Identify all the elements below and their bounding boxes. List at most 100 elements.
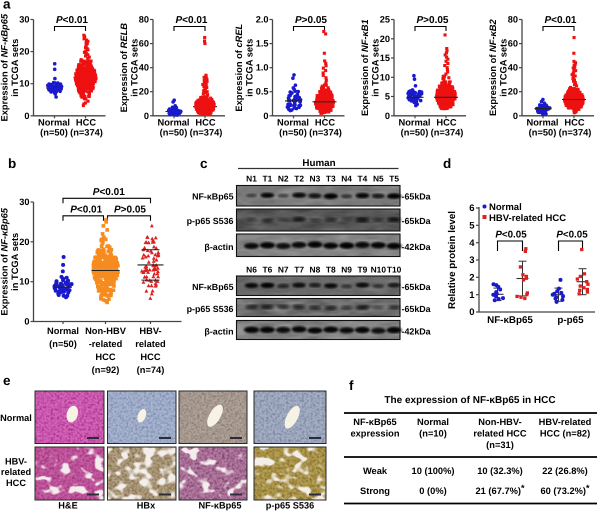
svg-text:(n=10): (n=10): [419, 429, 447, 439]
svg-text:Relative protein level: Relative protein level: [447, 211, 458, 309]
svg-text:22 (26.8%): 22 (26.8%): [542, 466, 587, 476]
svg-text:60: 60: [139, 39, 149, 49]
svg-text:(n=374): (n=374): [309, 127, 342, 137]
svg-text:Weak: Weak: [363, 466, 388, 476]
svg-text:in TCGA sets: in TCGA sets: [245, 39, 255, 97]
svg-text:T8: T8: [326, 265, 336, 275]
svg-text:4: 4: [469, 238, 475, 249]
svg-text:HCC: HCC: [95, 352, 115, 362]
svg-text:-65kDa: -65kDa: [402, 192, 431, 202]
svg-text:HBV-: HBV-: [139, 326, 161, 336]
svg-text:HCC: HCC: [564, 117, 584, 127]
svg-text:related: related: [1, 467, 31, 477]
svg-text:T1: T1: [263, 174, 273, 184]
svg-text:Normal: Normal: [277, 117, 309, 127]
svg-text:P>0.05: P>0.05: [417, 15, 449, 26]
svg-text:NF-κBp65: NF-κBp65: [487, 315, 533, 326]
svg-text:Expression of NF-κBp65: Expression of NF-κBp65: [0, 13, 10, 121]
svg-text:60 (73.2%)*: 60 (73.2%)*: [541, 483, 590, 496]
svg-text:(n=50): (n=50): [40, 127, 68, 137]
svg-text:80: 80: [508, 15, 518, 25]
svg-text:Non-HBV: Non-HBV: [85, 326, 127, 336]
svg-text:-65kDa: -65kDa: [402, 216, 431, 226]
svg-text:1: 1: [469, 290, 475, 301]
svg-text:Expression of cREL: Expression of cREL: [234, 23, 244, 111]
svg-text:5: 5: [469, 221, 475, 232]
svg-text:-65kDa: -65kDa: [402, 282, 431, 292]
svg-text:-42kDa: -42kDa: [402, 242, 431, 252]
svg-text:Normal: Normal: [489, 202, 522, 213]
svg-text:Normal: Normal: [398, 117, 430, 127]
svg-text:Non-HBV-: Non-HBV-: [478, 417, 521, 427]
svg-text:N3: N3: [310, 174, 321, 184]
svg-text:0: 0: [469, 307, 474, 318]
svg-text:0: 0: [24, 111, 29, 121]
svg-text:P<0.01: P<0.01: [70, 204, 102, 215]
svg-text:T10: T10: [387, 265, 402, 275]
svg-text:P<0.01: P<0.01: [545, 15, 577, 26]
svg-text:(n=50): (n=50): [401, 127, 429, 137]
svg-text:HBV-related HCC: HBV-related HCC: [489, 213, 566, 224]
svg-text:Expression of NF-κB1: Expression of NF-κB1: [360, 19, 370, 116]
svg-text:Human: Human: [302, 158, 335, 169]
svg-text:(n=374): (n=374): [190, 127, 223, 137]
svg-text:20: 20: [508, 87, 518, 97]
svg-text:0: 0: [144, 111, 149, 121]
svg-text:(n=74): (n=74): [137, 365, 165, 375]
svg-text:Normal: Normal: [38, 117, 70, 127]
svg-text:P<0.01: P<0.01: [176, 15, 208, 26]
svg-text:Normal: Normal: [157, 117, 189, 127]
svg-text:HBV-: HBV-: [5, 457, 27, 467]
svg-text:80: 80: [139, 15, 149, 25]
svg-text:10: 10: [19, 277, 29, 287]
svg-text:T7: T7: [294, 265, 304, 275]
svg-text:30: 30: [19, 197, 29, 207]
svg-text:P>0.05: P>0.05: [114, 204, 146, 215]
svg-text:HCC (n=82): HCC (n=82): [540, 429, 590, 439]
svg-text:a: a: [3, 0, 11, 12]
svg-text:in TCGA sets: in TCGA sets: [499, 39, 509, 97]
svg-text:NF-κBp65: NF-κBp65: [353, 417, 396, 427]
svg-text:NF-κBp65: NF-κBp65: [192, 282, 234, 292]
svg-text:related HCC: related HCC: [473, 429, 526, 439]
svg-text:25: 25: [380, 15, 390, 25]
svg-text:expression: expression: [350, 429, 399, 439]
svg-text:NF-κBp65: NF-κBp65: [199, 501, 242, 511]
svg-text:(n=374): (n=374): [431, 127, 464, 137]
svg-text:p-p65 S536: p-p65 S536: [187, 304, 234, 314]
svg-text:N10: N10: [371, 265, 387, 275]
svg-text:(n=50): (n=50): [529, 127, 557, 137]
svg-text:H&E: H&E: [58, 501, 77, 511]
svg-text:β-actin: β-actin: [204, 242, 233, 252]
svg-text:T9: T9: [358, 265, 368, 275]
svg-text:0: 0: [513, 111, 518, 121]
svg-text:10: 10: [380, 72, 390, 82]
svg-text:-42kDa: -42kDa: [402, 327, 431, 337]
svg-text:Expression of RELB: Expression of RELB: [119, 23, 129, 113]
svg-text:in TCGA sets: in TCGA sets: [10, 233, 20, 291]
svg-text:Normal: Normal: [0, 413, 32, 423]
svg-text:T5: T5: [389, 174, 399, 184]
svg-text:P<0.01: P<0.01: [93, 187, 125, 198]
svg-text:in TCGA sets: in TCGA sets: [130, 39, 140, 97]
svg-text:10 (100%): 10 (100%): [412, 466, 455, 476]
svg-text:5: 5: [385, 92, 390, 102]
svg-text:HCC: HCC: [436, 117, 456, 127]
svg-text:60: 60: [508, 39, 518, 49]
svg-text:N5: N5: [373, 174, 384, 184]
svg-text:P<0.01: P<0.01: [56, 15, 88, 26]
svg-text:Normal: Normal: [47, 326, 79, 336]
svg-text:T3: T3: [326, 174, 336, 184]
svg-text:2: 2: [469, 273, 474, 284]
svg-text:0.5: 0.5: [256, 87, 269, 97]
svg-text:P<0.05: P<0.05: [556, 230, 588, 241]
svg-text:N8: N8: [310, 265, 321, 275]
svg-text:N6: N6: [246, 265, 257, 275]
svg-text:1.0: 1.0: [256, 63, 269, 73]
svg-text:β-actin: β-actin: [204, 327, 233, 337]
svg-text:N7: N7: [278, 265, 289, 275]
svg-text:1.5: 1.5: [256, 39, 269, 49]
svg-text:N1: N1: [246, 174, 257, 184]
svg-text:related: related: [135, 339, 166, 349]
svg-text:40: 40: [508, 63, 518, 73]
